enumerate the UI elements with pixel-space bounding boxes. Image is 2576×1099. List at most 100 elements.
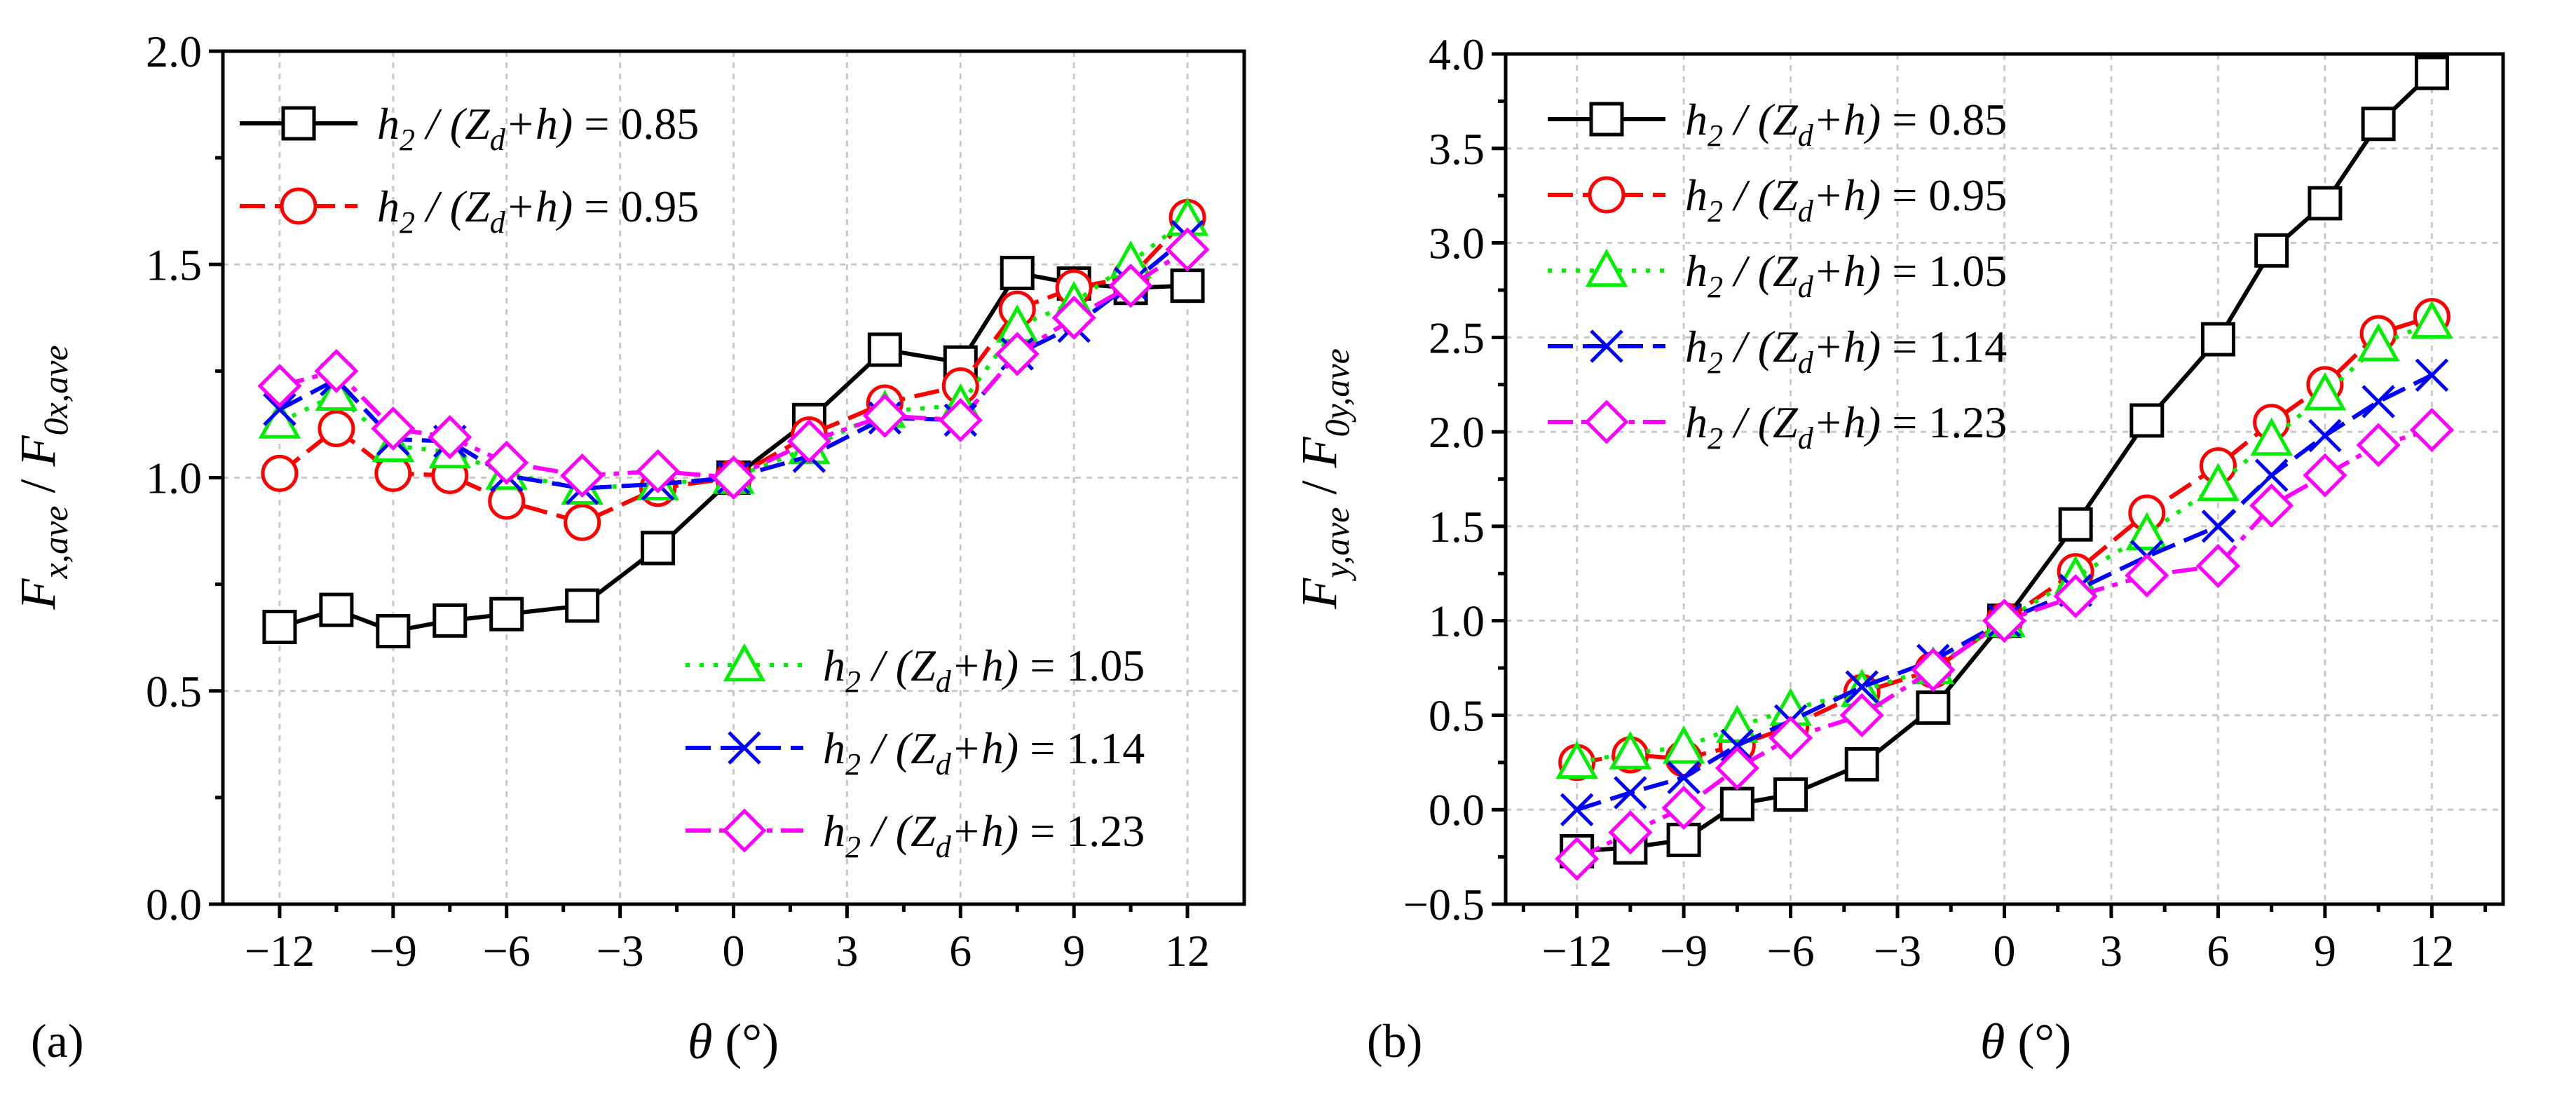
data-point (2125, 553, 2169, 598)
data-point (2129, 403, 2165, 438)
panel-a-x-axis-label: θ (°) (688, 1013, 779, 1070)
legend-item: h2 / (Zd+h) = 0.85 (240, 99, 699, 157)
data-point (2195, 543, 2240, 589)
data-point (1165, 227, 1210, 272)
x-tick-label: 9 (1063, 926, 1085, 976)
data-point (2197, 463, 2240, 501)
y-tick-label: 2.0 (146, 27, 202, 76)
legend-item: h2 / (Zd+h) = 1.23 (1548, 397, 2007, 456)
legend-marker (281, 106, 316, 141)
legend-item: h2 / (Zd+h) = 1.14 (1548, 322, 2007, 380)
data-point (1716, 704, 1759, 743)
data-point (1844, 747, 1879, 782)
x-tick-label: 12 (1165, 926, 1210, 976)
legend-label: h2 / (Zd+h) = 1.14 (823, 723, 1145, 781)
data-point (995, 332, 1040, 376)
x-tick-label: −12 (245, 926, 315, 976)
legend-marker (1585, 248, 1628, 287)
panel-a-plot-area (257, 198, 1210, 649)
legend-label: h2 / (Zd+h) = 1.23 (1685, 397, 2007, 456)
data-point (1769, 716, 1813, 760)
data-point (428, 415, 472, 460)
panel-b: −12 −9 −6 −3 0 3 6 9 12 −0.5 0.0 0.5 1.0 1.5 2.0 2.5 3.0… (1291, 29, 2505, 1070)
data-point (2414, 55, 2449, 90)
data-point (1661, 785, 1706, 831)
data-point (1720, 728, 1754, 763)
series-line (279, 271, 1188, 634)
data-point (257, 364, 302, 409)
x-tick-label: 9 (2314, 926, 2336, 976)
x-tick-label: −3 (597, 926, 644, 976)
legend-item: h2 / (Zd+h) = 1.23 (686, 806, 1145, 864)
data-point (1845, 670, 1879, 704)
data-point (1982, 599, 2027, 643)
data-point (432, 603, 468, 638)
legend-marker (1584, 400, 1629, 444)
panel-a-legend-1: h2 / (Zd+h) = 0.85 h2 / (Zd+h) = 0.95 (240, 99, 699, 240)
legend-marker (1589, 102, 1624, 137)
x-tick-label: 6 (2207, 926, 2229, 976)
data-point (786, 419, 831, 464)
data-point (2200, 322, 2235, 357)
y-tick-label: 3.0 (1429, 219, 1485, 268)
data-point (2362, 385, 2395, 418)
x-tick-label: 0 (723, 926, 745, 976)
legend-label: h2 / (Zd+h) = 1.23 (823, 806, 1145, 864)
data-point (565, 588, 600, 623)
data-point (641, 531, 676, 566)
data-point (1916, 690, 1951, 725)
data-point (263, 392, 297, 426)
data-point (1719, 786, 1754, 821)
series-1.23 (257, 227, 1210, 500)
panel-b-label: (b) (1367, 1014, 1422, 1067)
legend-item: h2 / (Zd+h) = 0.85 (1548, 95, 2007, 153)
data-point (376, 614, 411, 649)
data-point (2303, 453, 2347, 498)
legend-marker (280, 187, 318, 225)
data-point (371, 406, 416, 451)
data-point (1560, 793, 1594, 826)
data-point (2254, 458, 2289, 492)
x-tick-label: −9 (369, 926, 417, 976)
legend-label: h2 / (Zd+h) = 0.95 (1685, 170, 2007, 228)
x-tick-label: −3 (1874, 926, 1921, 976)
data-point (2249, 483, 2294, 528)
series-0.85 (262, 255, 1205, 649)
data-point (2303, 372, 2347, 411)
data-point (2125, 512, 2169, 550)
y-tick-label: 1.0 (1429, 596, 1485, 646)
y-tick-label: 1.5 (146, 240, 202, 289)
panel-b-plot-area (1555, 55, 2454, 881)
x-tick-label: −6 (483, 926, 531, 976)
y-tick-label: 2.5 (1429, 313, 1485, 362)
data-point (2415, 358, 2449, 392)
data-point (2250, 417, 2293, 456)
data-point (318, 410, 355, 448)
data-point (2058, 507, 2093, 542)
legend-label: h2 / (Zd+h) = 0.85 (377, 99, 699, 157)
panel-b-y-axis-label: Fy,ave / F0y,ave (1291, 348, 1356, 610)
legend-item: h2 / (Zd+h) = 1.05 (686, 641, 1145, 699)
legend-marker (1590, 329, 1623, 363)
panel-a-label: (a) (31, 1014, 83, 1067)
data-point (2254, 233, 2289, 268)
legend-marker (722, 808, 767, 853)
x-tick-label: 12 (2409, 926, 2454, 976)
data-point (314, 348, 359, 393)
data-point (1555, 836, 1600, 881)
x-tick-label: 3 (836, 926, 858, 976)
panel-b-legend-1: h2 / (Zd+h) = 0.85 h2 / (Zd+h) = 0.95 h2 /… (1548, 95, 2007, 456)
legend-marker (1588, 176, 1626, 214)
data-point (1555, 740, 1598, 779)
panel-a: −12 −9 −6 −3 0 3 6 9 12 0.0 0.5 1.0 1.5 2.0 h2 / (Zd+h… (10, 27, 1246, 1070)
y-tick-label: 1.0 (146, 453, 202, 503)
y-tick-label: 1.5 (1429, 502, 1485, 552)
panel-b-frame (1504, 52, 2505, 906)
data-point (2409, 407, 2454, 452)
data-point (2308, 186, 2343, 221)
series-line (279, 247, 1189, 480)
legend-item: h2 / (Zd+h) = 1.14 (686, 723, 1145, 781)
x-tick-label: −9 (1660, 926, 1708, 976)
data-point (938, 397, 983, 442)
legend-marker (728, 731, 761, 765)
